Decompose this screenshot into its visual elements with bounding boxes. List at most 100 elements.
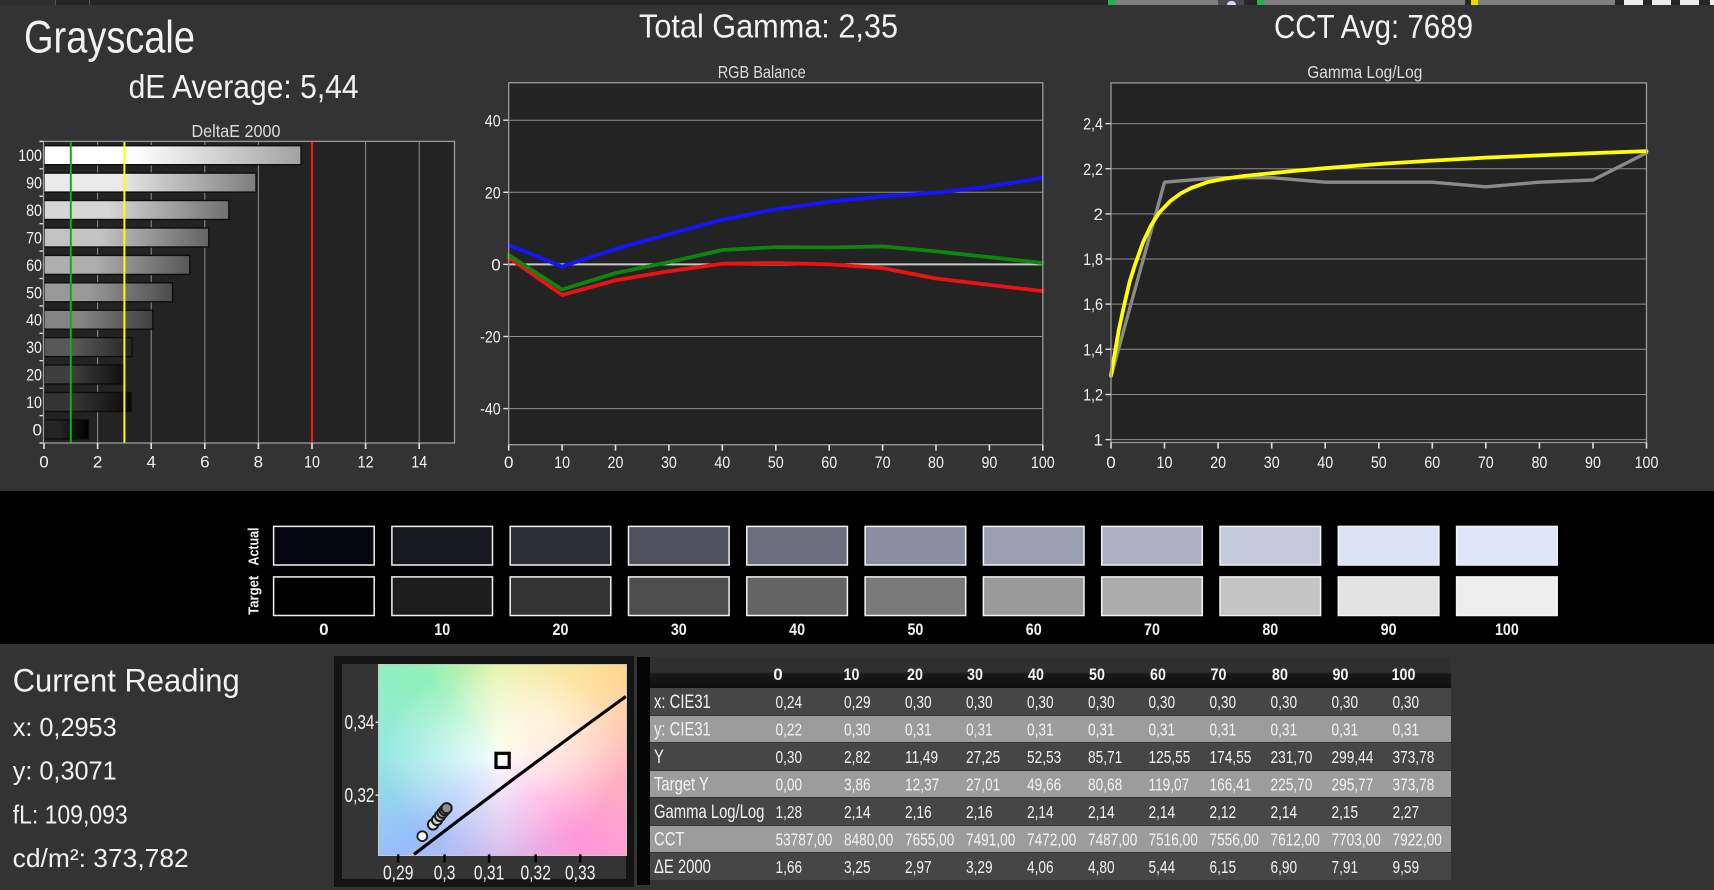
svg-text:0,30: 0,30 xyxy=(1149,692,1176,712)
svg-text:50: 50 xyxy=(1371,453,1387,472)
svg-text:10: 10 xyxy=(1157,453,1173,472)
svg-text:0,33: 0,33 xyxy=(565,863,595,885)
svg-text:0,31: 0,31 xyxy=(474,863,504,885)
svg-text:2,16: 2,16 xyxy=(966,802,993,822)
svg-text:0: 0 xyxy=(1106,453,1115,472)
svg-text:90: 90 xyxy=(1585,453,1601,472)
svg-text:174,55: 174,55 xyxy=(1210,747,1252,767)
svg-text:1: 1 xyxy=(1094,431,1103,450)
svg-text:0: 0 xyxy=(491,256,500,275)
svg-text:4: 4 xyxy=(146,453,155,472)
svg-text:0,31: 0,31 xyxy=(1393,719,1420,739)
svg-text:0,31: 0,31 xyxy=(905,719,932,739)
svg-text:0,24: 0,24 xyxy=(776,692,803,712)
svg-text:20: 20 xyxy=(26,366,42,385)
svg-text:dE Average: 5,44: dE Average: 5,44 xyxy=(129,68,359,105)
svg-text:x: CIE31: x: CIE31 xyxy=(654,692,711,713)
svg-text:6,90: 6,90 xyxy=(1271,857,1298,877)
svg-text:0,29: 0,29 xyxy=(844,692,871,712)
svg-text:0: 0 xyxy=(33,420,42,439)
svg-text:0,31: 0,31 xyxy=(1271,719,1298,739)
svg-text:3,86: 3,86 xyxy=(844,774,871,794)
svg-text:1,2: 1,2 xyxy=(1083,386,1103,405)
svg-text:7,91: 7,91 xyxy=(1332,857,1359,877)
svg-text:2,14: 2,14 xyxy=(1088,802,1115,822)
svg-text:20: 20 xyxy=(485,183,501,202)
svg-text:2,2: 2,2 xyxy=(1083,160,1103,179)
svg-text:3,25: 3,25 xyxy=(844,857,871,877)
svg-text:7703,00: 7703,00 xyxy=(1332,829,1382,849)
svg-text:0,31: 0,31 xyxy=(1027,719,1054,739)
svg-text:0,30: 0,30 xyxy=(844,719,871,739)
svg-text:12,37: 12,37 xyxy=(905,774,939,794)
svg-text:40: 40 xyxy=(714,453,730,472)
svg-text:100: 100 xyxy=(18,146,42,165)
svg-text:12: 12 xyxy=(358,453,374,472)
svg-text:7612,00: 7612,00 xyxy=(1271,829,1321,849)
svg-text:40: 40 xyxy=(1317,453,1333,472)
svg-text:7556,00: 7556,00 xyxy=(1210,829,1260,849)
svg-text:2,97: 2,97 xyxy=(905,857,932,877)
svg-text:2,14: 2,14 xyxy=(844,802,871,822)
svg-text:30: 30 xyxy=(967,665,983,684)
svg-text:2,82: 2,82 xyxy=(844,747,871,767)
svg-text:50: 50 xyxy=(907,620,923,639)
svg-text:20: 20 xyxy=(1210,453,1226,472)
svg-text:299,44: 299,44 xyxy=(1332,747,1374,767)
svg-text:80: 80 xyxy=(1262,620,1278,639)
svg-text:60: 60 xyxy=(26,256,42,275)
svg-text:2: 2 xyxy=(93,453,102,472)
svg-text:7472,00: 7472,00 xyxy=(1027,829,1077,849)
svg-text:2,27: 2,27 xyxy=(1393,802,1420,822)
svg-text:60: 60 xyxy=(1026,620,1042,639)
svg-text:27,01: 27,01 xyxy=(966,774,1000,794)
svg-text:100: 100 xyxy=(1031,453,1055,472)
svg-text:ΔE 2000: ΔE 2000 xyxy=(654,857,711,878)
svg-text:Gamma Log/Log: Gamma Log/Log xyxy=(1307,62,1422,82)
svg-text:0,30: 0,30 xyxy=(776,747,803,767)
svg-text:Grayscale: Grayscale xyxy=(24,11,195,62)
svg-text:40: 40 xyxy=(789,620,805,639)
svg-text:y: CIE31: y: CIE31 xyxy=(654,720,711,741)
svg-text:20: 20 xyxy=(608,453,624,472)
svg-text:Total Gamma: 2,35: Total Gamma: 2,35 xyxy=(639,7,898,44)
svg-text:80: 80 xyxy=(1272,665,1288,684)
svg-text:52,53: 52,53 xyxy=(1027,747,1061,767)
svg-text:373,78: 373,78 xyxy=(1393,774,1435,794)
svg-text:20: 20 xyxy=(553,620,569,639)
svg-text:70: 70 xyxy=(875,453,891,472)
svg-text:0,32: 0,32 xyxy=(521,863,551,885)
svg-text:0,30: 0,30 xyxy=(1210,692,1237,712)
svg-text:80,68: 80,68 xyxy=(1088,774,1122,794)
svg-text:7516,00: 7516,00 xyxy=(1149,829,1199,849)
svg-text:80: 80 xyxy=(1531,453,1547,472)
svg-text:2: 2 xyxy=(1094,205,1103,224)
svg-text:70: 70 xyxy=(1211,665,1227,684)
svg-text:4,80: 4,80 xyxy=(1088,857,1115,877)
svg-text:0,22: 0,22 xyxy=(776,719,803,739)
svg-text:0,31: 0,31 xyxy=(1149,719,1176,739)
svg-text:70: 70 xyxy=(1144,620,1160,639)
svg-text:90: 90 xyxy=(981,453,997,472)
svg-text:2,14: 2,14 xyxy=(1027,802,1054,822)
svg-text:40: 40 xyxy=(1028,665,1044,684)
svg-text:2,14: 2,14 xyxy=(1271,802,1298,822)
svg-text:60: 60 xyxy=(1424,453,1440,472)
svg-text:80: 80 xyxy=(928,453,944,472)
svg-text:10: 10 xyxy=(26,393,42,412)
svg-text:30: 30 xyxy=(671,620,687,639)
svg-text:Gamma Log/Log: Gamma Log/Log xyxy=(654,802,764,823)
svg-text:RGB Balance: RGB Balance xyxy=(718,62,806,82)
svg-text:cd/m²: 373,782: cd/m²: 373,782 xyxy=(13,843,189,873)
svg-text:20: 20 xyxy=(907,665,923,684)
svg-text:50: 50 xyxy=(768,453,784,472)
svg-text:0,30: 0,30 xyxy=(1393,692,1420,712)
svg-text:295,77: 295,77 xyxy=(1332,774,1374,794)
svg-text:0: 0 xyxy=(39,453,48,472)
svg-text:100: 100 xyxy=(1495,620,1519,639)
svg-text:0,3: 0,3 xyxy=(434,863,456,885)
svg-text:30: 30 xyxy=(661,453,677,472)
svg-text:6,15: 6,15 xyxy=(1210,857,1237,877)
svg-text:0,31: 0,31 xyxy=(966,719,993,739)
svg-text:0: 0 xyxy=(773,665,782,684)
